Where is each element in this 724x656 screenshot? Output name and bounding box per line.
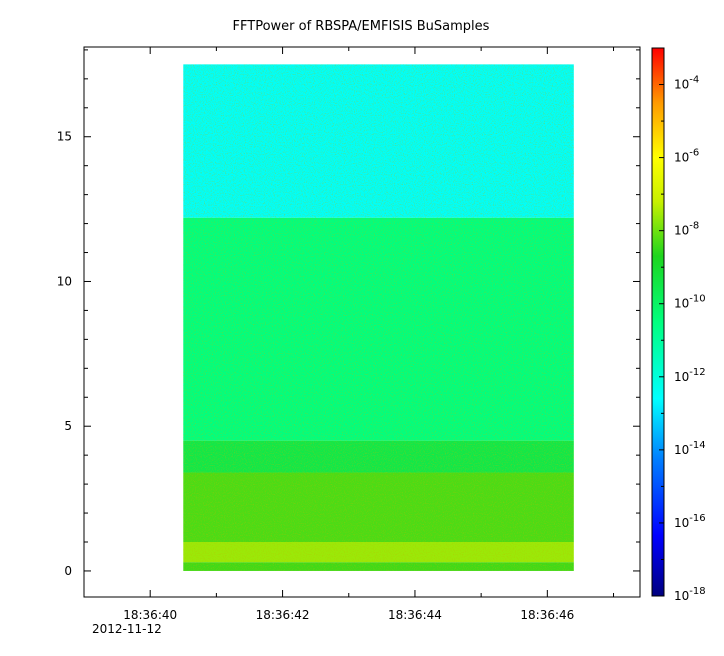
y-tick-label: 5: [64, 419, 72, 433]
colorbar-tick-label: 10-6: [674, 148, 699, 165]
y-tick-label: 15: [57, 130, 72, 144]
colorbar-scale: [651, 47, 665, 597]
x-tick-label: 18:36:42: [256, 608, 310, 622]
colorbar-tick-label: 10-16: [674, 513, 706, 530]
chart-title: FFTPower of RBSPA/EMFISIS BuSamples: [233, 19, 490, 34]
colorbar-tick-label: 10-10: [674, 294, 706, 311]
x-axis: 18:36:40 18:36:42 18:36:44 18:36:46: [83, 47, 615, 622]
y-tick-label: 10: [57, 274, 72, 288]
y-tick-label: 0: [64, 564, 72, 578]
colorbar: 10-4 10-6 10-8 10-10 10-12 10-14 10-16 10-18: [651, 47, 706, 603]
colorbar-tick-label: 10-14: [674, 440, 706, 457]
colorbar-tick-label: 10-4: [674, 75, 699, 92]
spectrogram-noise: [183, 64, 574, 571]
colorbar-tick-label: 10-18: [674, 586, 706, 603]
x-date-label: 2012-11-12: [92, 622, 162, 636]
colorbar-tick-label: 10-12: [674, 367, 706, 384]
colorbar-tick-label: 10-8: [674, 221, 699, 238]
noise-layer: [183, 64, 574, 571]
y-axis: 0 5 10 15: [57, 49, 640, 578]
x-tick-label: 18:36:46: [520, 608, 574, 622]
x-tick-label: 18:36:44: [388, 608, 442, 622]
plot-frame: [83, 46, 641, 598]
plot-area: [83, 46, 641, 598]
x-tick-label: 18:36:40: [123, 608, 177, 622]
